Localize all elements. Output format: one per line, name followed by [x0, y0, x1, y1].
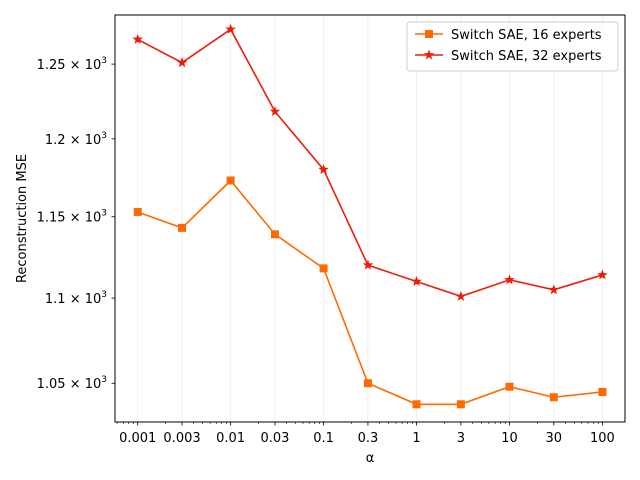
data-point [269, 106, 281, 117]
data-point [425, 30, 433, 38]
y-tick-label: 1.25 × 103 [37, 56, 107, 73]
legend-item: Switch SAE, 32 experts [415, 49, 602, 64]
x-tick-label: 30 [546, 431, 563, 446]
data-point [412, 400, 421, 409]
data-point [455, 290, 467, 301]
series [132, 23, 608, 301]
data-point [319, 264, 328, 273]
y-axis-ticks: 1.05 × 103 1.1 × 103 1.15 × 103 1.2 × 103 1.… [37, 56, 115, 392]
x-tick-label: 1 [412, 431, 420, 446]
series [133, 176, 607, 409]
x-tick-label: 100 [590, 431, 615, 446]
data-point [132, 33, 143, 44]
data-point [363, 379, 372, 388]
data-point [456, 400, 465, 409]
legend-label: Switch SAE, 32 experts [451, 49, 602, 64]
y-axis-label: Reconstruction MSE [15, 154, 30, 283]
series-layer [132, 23, 608, 409]
grid-lines [137, 15, 603, 422]
x-tick-label: 0.01 [216, 431, 245, 446]
x-tick-label: 3 [457, 431, 465, 446]
x-tick-label: 0.001 [119, 431, 156, 446]
x-tick-label: 0.3 [358, 431, 379, 446]
data-point [597, 269, 608, 280]
data-point [176, 57, 188, 68]
legend-box [406, 21, 619, 72]
data-point [548, 284, 560, 295]
data-point [362, 259, 374, 270]
x-tick-label: 0.1 [313, 431, 334, 446]
data-point [423, 49, 435, 60]
data-point [411, 276, 422, 286]
y-tick-label: 1.2 × 103 [45, 131, 107, 148]
y-tick-label: 1.1 × 103 [45, 290, 107, 307]
legend-label: Switch SAE, 16 experts [451, 28, 602, 43]
x-tick-label: 0.003 [163, 431, 200, 446]
plot-area-frame [114, 14, 626, 423]
data-point [178, 223, 187, 232]
data-point [598, 387, 607, 396]
data-point [225, 23, 236, 34]
legend-item: Switch SAE, 16 experts [415, 28, 602, 43]
x-axis-ticks: 0.001 0.003 0.01 0.03 0.1 0.3 1 3 10 30 100 [116, 422, 615, 446]
x-tick-label: 10 [501, 431, 518, 446]
data-point [226, 176, 235, 185]
y-tick-label: 1.05 × 103 [37, 375, 107, 392]
data-point [318, 164, 329, 175]
data-point [133, 207, 142, 216]
data-point [505, 382, 514, 391]
data-point [504, 274, 515, 285]
legend: Switch SAE, 16 experts Switch SAE, 32 exp… [406, 21, 619, 72]
x-axis-label: α [366, 451, 375, 466]
x-tick-label: 0.03 [261, 431, 290, 446]
data-point [270, 230, 279, 239]
y-tick-label: 1.15 × 103 [37, 209, 107, 226]
data-point [549, 393, 558, 402]
